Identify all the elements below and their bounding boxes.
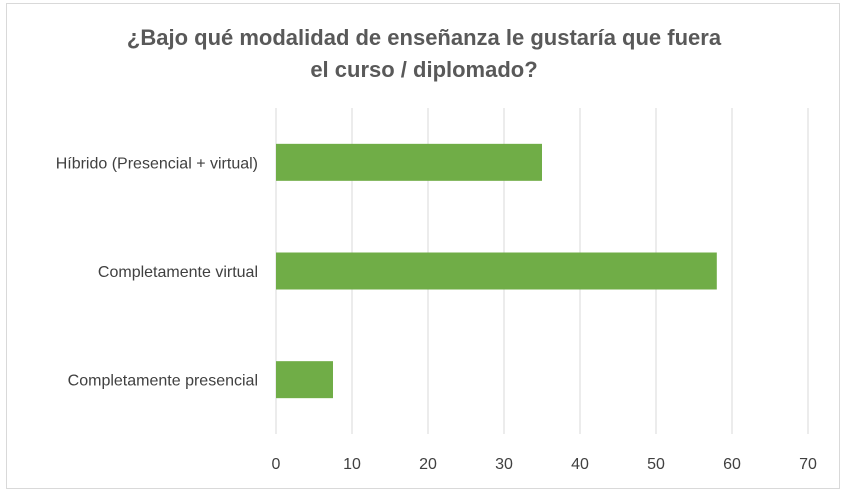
chart-title-line-1: ¿Bajo qué modalidad de enseñanza le gust… <box>126 25 722 50</box>
chart-title: ¿Bajo qué modalidad de enseñanza le gust… <box>0 22 848 86</box>
category-labels: Híbrido (Presencial + virtual) Completame… <box>56 155 258 389</box>
x-tick-label-70: 70 <box>799 456 817 473</box>
bar-1 <box>276 252 717 290</box>
x-tick-label-40: 40 <box>571 456 589 473</box>
x-tick-label-0: 0 <box>272 456 281 473</box>
bar-2 <box>276 361 333 399</box>
x-tick-label-60: 60 <box>723 456 741 473</box>
category-label-1: Completamente virtual <box>98 264 258 281</box>
category-label-0: Híbrido (Presencial + virtual) <box>56 155 258 172</box>
chart-frame <box>6 3 840 489</box>
x-tick-label-50: 50 <box>647 456 665 473</box>
x-tick-label-30: 30 <box>495 456 513 473</box>
x-tick-label-10: 10 <box>343 456 361 473</box>
bars <box>276 143 717 399</box>
bar-0 <box>276 143 542 181</box>
x-tick-label-20: 20 <box>419 456 437 473</box>
chart-title-line-2: el curso / diplomado? <box>310 57 538 82</box>
x-tick-labels: 0 10 20 30 40 50 60 70 <box>272 456 817 473</box>
category-label-2: Completamente presencial <box>68 373 258 390</box>
